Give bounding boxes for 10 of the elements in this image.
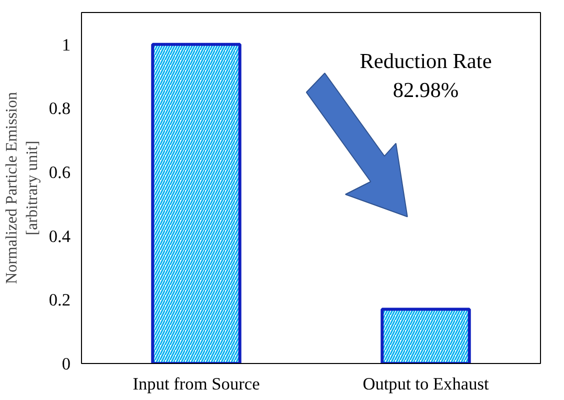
x-tick-label: Output to Exhaust bbox=[362, 374, 489, 394]
y-tick-label: 0.8 bbox=[48, 99, 71, 118]
annotation: Reduction Rate 82.98% bbox=[360, 49, 492, 102]
y-tick-label: 0.4 bbox=[48, 226, 71, 246]
y-tick-label: 0 bbox=[62, 354, 71, 374]
y-tick-label: 0.2 bbox=[48, 290, 71, 310]
y-tick-label: 0.6 bbox=[48, 163, 71, 182]
x-tick-label: Input from Source bbox=[132, 374, 260, 394]
y-tick-label: 1 bbox=[62, 35, 71, 54]
y-axis-title: Normalized Particle Emission [arbitrary unit] bbox=[3, 92, 41, 284]
